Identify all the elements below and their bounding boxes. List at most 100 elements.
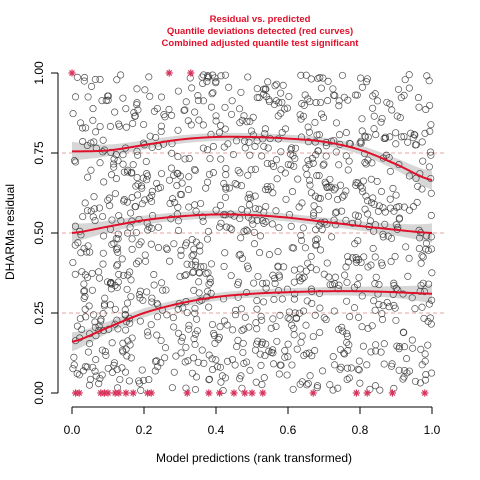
- residual-point: [315, 131, 323, 139]
- residual-point: [163, 245, 171, 254]
- residual-point: [352, 181, 360, 189]
- residual-point: [326, 381, 334, 389]
- residual-point: [319, 367, 327, 375]
- residual-point: [232, 306, 240, 314]
- residual-point: [174, 203, 182, 211]
- residual-point: [281, 347, 289, 355]
- residual-point: [367, 348, 375, 356]
- residual-point: [133, 85, 141, 93]
- residual-point: [246, 117, 254, 125]
- residual-point: [119, 339, 127, 347]
- residual-point: [419, 157, 427, 165]
- residual-point: [259, 279, 267, 287]
- residual-point: [210, 329, 218, 337]
- residual-point: [80, 244, 88, 252]
- residual-point: [181, 155, 189, 163]
- residual-point: [417, 259, 425, 267]
- residual-point: [76, 119, 85, 127]
- residual-point: [220, 262, 228, 270]
- residual-point: [316, 246, 325, 254]
- residual-point: [357, 139, 365, 147]
- residual-point: [355, 366, 363, 374]
- residual-point: [426, 314, 434, 322]
- residual-point: [371, 253, 379, 261]
- residual-point: [330, 280, 339, 288]
- residual-point: [402, 243, 410, 251]
- residual-point: [83, 207, 92, 215]
- residual-point: [70, 353, 78, 361]
- residual-point: [262, 186, 270, 194]
- residual-point: [358, 323, 366, 331]
- residual-point: [307, 75, 315, 83]
- residual-point: [134, 151, 142, 159]
- quantile-band-0.25: [72, 284, 432, 352]
- residual-point: [298, 100, 306, 108]
- residual-point: [291, 290, 299, 298]
- residual-point: [81, 199, 89, 207]
- residual-point: [131, 112, 139, 120]
- residual-point: [179, 304, 187, 312]
- residual-point: [192, 238, 200, 246]
- residual-point: [132, 203, 140, 211]
- residual-point: [229, 150, 237, 159]
- residual-point: [311, 118, 319, 127]
- residual-point: [218, 372, 226, 380]
- residual-point: [379, 233, 387, 241]
- residual-point: [306, 181, 314, 189]
- residual-point: [205, 376, 213, 384]
- residual-point: [310, 209, 318, 217]
- x-tick-label: 0.8: [352, 423, 369, 437]
- residual-point: [121, 368, 130, 376]
- outlier-marker: [363, 389, 371, 397]
- residual-point: [171, 199, 179, 207]
- residual-point: [115, 212, 123, 220]
- residual-point: [200, 262, 208, 271]
- residual-point: [89, 213, 97, 221]
- residual-point: [195, 289, 203, 297]
- residual-point: [347, 364, 355, 372]
- residual-point: [232, 311, 240, 319]
- residual-point: [73, 322, 81, 330]
- residual-point: [358, 83, 366, 91]
- residual-point: [136, 317, 144, 325]
- residual-point: [260, 298, 268, 306]
- residual-point: [188, 252, 196, 260]
- residual-point: [277, 166, 285, 174]
- residual-point: [221, 103, 229, 111]
- residual-point: [300, 307, 308, 315]
- residual-point: [85, 340, 94, 348]
- residual-point: [89, 116, 97, 124]
- residual-point: [250, 279, 258, 287]
- residual-point: [408, 294, 416, 302]
- y-tick-label: 0.50: [32, 221, 46, 245]
- residual-point: [374, 207, 382, 215]
- residual-point: [244, 194, 252, 202]
- residual-point: [162, 286, 170, 294]
- residual-point: [212, 206, 220, 214]
- residual-point: [100, 178, 108, 186]
- residual-point: [302, 321, 310, 329]
- residual-point: [371, 306, 379, 314]
- residual-point: [80, 77, 88, 85]
- residual-point: [381, 133, 389, 141]
- residual-point: [423, 72, 431, 80]
- residual-point: [313, 382, 322, 390]
- residual-point: [207, 260, 215, 268]
- residual-point: [316, 194, 324, 202]
- residual-point: [275, 99, 283, 107]
- residual-point: [245, 323, 253, 331]
- residual-point: [88, 269, 96, 277]
- residual-point: [392, 191, 400, 199]
- outlier-marker: [259, 389, 267, 397]
- residual-point: [190, 245, 198, 253]
- residual-point: [313, 131, 321, 139]
- residual-point: [299, 112, 307, 120]
- residual-point: [274, 112, 282, 120]
- residual-point: [310, 202, 318, 210]
- residual-point: [428, 296, 436, 304]
- residual-point: [371, 90, 379, 98]
- residual-point: [367, 199, 376, 207]
- residual-point: [212, 356, 220, 364]
- y-axis-label: DHARMa residual: [3, 184, 17, 280]
